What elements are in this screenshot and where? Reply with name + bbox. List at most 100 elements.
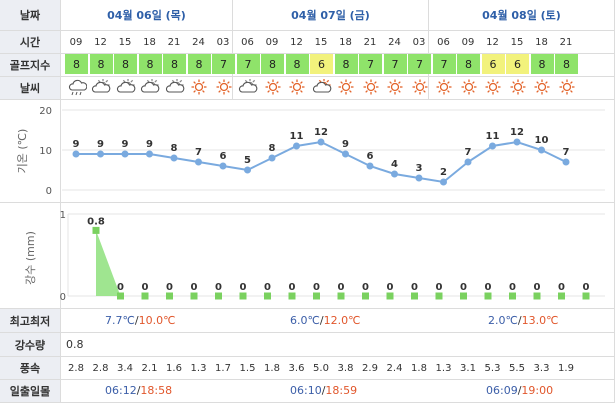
wind-cell: 5.0 [313, 362, 329, 374]
precipitation-point [239, 292, 247, 300]
time-cell: 03 [216, 36, 230, 48]
precipitation-value-label: 0 [240, 282, 247, 293]
partly-cloudy-icon [139, 77, 162, 97]
max-temp: 10.0℃ [138, 314, 176, 327]
precipitation-point [411, 292, 418, 300]
precipitation-point [362, 292, 369, 300]
golf-index-cell: 7 [212, 54, 235, 74]
time-cell: 18 [339, 36, 352, 48]
column-divider [60, 0, 61, 1]
temperature-value-label: 9 [342, 139, 349, 150]
sun-icon [506, 77, 529, 97]
temperature-tick-label: 10 [39, 146, 52, 157]
sun-icon [433, 77, 456, 97]
golf-index-cell: 8 [530, 54, 554, 74]
golf-index-cell: 6 [481, 54, 505, 74]
time-cell: 15 [510, 36, 524, 48]
row-divider [0, 379, 615, 380]
golf-index-cell: 7 [408, 54, 431, 74]
precipitation-value-label: 0 [166, 282, 173, 293]
precipitation-point [386, 292, 394, 300]
temperature-point [293, 142, 300, 150]
date-header-day3: 04월 08일 (토) [482, 9, 561, 22]
temperature-point [170, 154, 178, 162]
precipitation-point [264, 292, 271, 300]
time-cell: 12 [486, 36, 499, 48]
sun-day2: 06:10/18:59 [290, 384, 357, 397]
row-label-minmax: 최고최저 [0, 309, 60, 332]
temperature-chart: 기온 (℃) 0 10 20 9 9 9 9 8 7 6 5 8 11 12 9 6 4 3 2 7 11 12 10 7 [16, 106, 605, 197]
golf-index-cell: 8 [187, 54, 211, 74]
golf-index-cell: 8 [334, 54, 358, 74]
partly-cloudy-icon [90, 77, 113, 97]
sun-icon [335, 77, 358, 97]
wind-cell: 2.8 [92, 362, 109, 374]
sun-icon [457, 77, 480, 97]
golf-index-cell: 7 [383, 54, 407, 74]
time-cell: 12 [94, 36, 107, 48]
wind-cell: 5.5 [509, 362, 525, 374]
precipitation-value-label: 0 [142, 282, 149, 293]
sun-day1: 06:12/18:58 [105, 384, 172, 397]
precipitation-value-label: 0 [289, 282, 296, 293]
wind-cell: 1.9 [558, 362, 574, 374]
wind-cell: 2.1 [141, 362, 158, 374]
time-cell: 18 [535, 36, 548, 48]
temperature-tick-label: 0 [46, 186, 52, 197]
row-divider [0, 332, 615, 333]
precipitation-value-label: 0 [436, 282, 443, 293]
precipitation-value-label: 0 [338, 282, 345, 293]
temperature-value-label: 7 [465, 147, 472, 158]
golf-index-cell: 7 [432, 54, 456, 74]
precipitation-point [533, 292, 541, 300]
temperature-value-label: 4 [391, 159, 398, 170]
row-label-time: 시간 [0, 31, 60, 53]
row-divider [0, 202, 615, 203]
wind-cell: 5.3 [484, 362, 501, 374]
precipitation-point [582, 292, 590, 300]
separator: / [134, 314, 139, 327]
sunrise-time: 06:10 [290, 384, 322, 397]
temperature-value-label: 9 [97, 139, 104, 150]
separator: / [136, 384, 141, 397]
sun-icon [286, 77, 309, 97]
precipitation-point [337, 292, 345, 300]
precipitation-point [190, 292, 198, 300]
wind-cell: 1.8 [411, 362, 427, 374]
date-header-day1: 04월 06일 (목) [107, 9, 186, 22]
precipitation-value-label: 0 [485, 282, 492, 293]
precipitation-value-label: 0 [387, 282, 394, 293]
sun-icon [531, 77, 554, 97]
row-label-date: 날짜 [0, 0, 60, 30]
wind-cell: 1.3 [435, 362, 452, 374]
row-label-sun: 일출일몰 [0, 380, 60, 402]
temperature-value-label: 11 [486, 131, 500, 142]
day-divider [232, 0, 233, 99]
temperature-point [391, 170, 398, 178]
precipitation-axis-label: 강수 (mm) [24, 231, 37, 285]
temperature-point [195, 158, 202, 166]
min-temp: 6.0℃ [290, 314, 320, 327]
min-temp: 7.7℃ [105, 314, 135, 327]
partly-cloudy-icon [237, 77, 260, 97]
precipitation-point [92, 226, 100, 234]
golf-index-cell: 8 [89, 54, 113, 74]
row-label-golf-index: 골프지수 [0, 54, 60, 76]
precipitation-value-label: 0 [191, 282, 198, 293]
time-cell: 06 [241, 36, 254, 48]
wind-cell: 1.7 [215, 362, 231, 374]
sun-icon [261, 77, 284, 97]
temperature-point [440, 178, 447, 186]
temperature-point [244, 166, 251, 174]
time-cell: 18 [143, 36, 156, 48]
temperature-point [317, 138, 325, 146]
golf-index-cell: 6 [310, 54, 333, 74]
time-cell: 09 [461, 36, 475, 48]
precipitation-value-label: 0 [362, 282, 369, 293]
sunset-time: 19:00 [521, 384, 554, 397]
cloud-rain-icon [65, 77, 88, 97]
golf-index-cell: 7 [359, 54, 382, 74]
precipitation-value-label: 0 [215, 282, 222, 293]
sunrise-time: 06:12 [105, 384, 137, 397]
row-label-wind: 풍속 [0, 357, 60, 379]
